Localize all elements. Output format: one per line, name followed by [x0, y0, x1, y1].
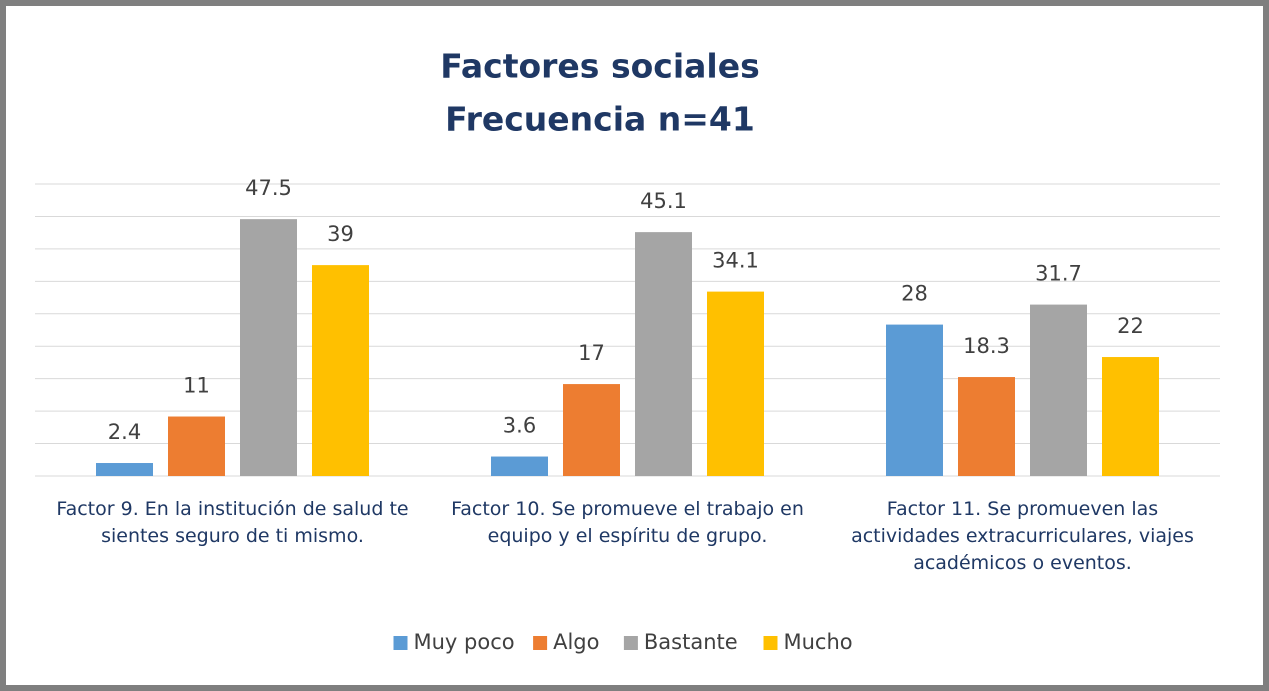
- bar: [707, 291, 764, 476]
- chart-title: Factores sociales: [440, 47, 759, 86]
- bar: [168, 416, 225, 476]
- legend-swatch: [763, 636, 778, 650]
- bar: [1030, 304, 1087, 476]
- bar: [563, 384, 620, 476]
- bar: [491, 456, 548, 476]
- bar: [886, 324, 943, 476]
- bar: [1102, 357, 1159, 476]
- bar: [958, 377, 1015, 476]
- legend-swatch: [393, 636, 408, 650]
- data-label: 18.3: [963, 334, 1010, 358]
- legend-label: Mucho: [784, 630, 853, 654]
- legend-swatch: [623, 636, 638, 650]
- data-label: 28: [901, 282, 928, 306]
- bar: [312, 265, 369, 476]
- x-tick-label: Factor 10. Se promueve el trabajo en equ…: [451, 498, 804, 547]
- data-label: 22: [1117, 314, 1144, 338]
- data-label: 17: [578, 341, 605, 365]
- chart-subtitle: Frecuencia n=41: [445, 100, 755, 139]
- data-label: 34.1: [712, 249, 759, 273]
- x-tick-label-box: Factor 9. En la institución de salud te …: [56, 498, 409, 547]
- data-label: 11: [183, 374, 210, 398]
- data-label: 3.6: [503, 414, 536, 438]
- x-tick-label: Factor 9. En la institución de salud te …: [56, 498, 409, 547]
- legend-label: Bastante: [644, 630, 738, 654]
- x-tick-label-box: Factor 10. Se promueve el trabajo en equ…: [451, 498, 804, 547]
- legend-label: Muy poco: [414, 630, 515, 654]
- bar: [635, 232, 692, 476]
- data-label: 31.7: [1035, 262, 1082, 286]
- legend-label: Algo: [553, 630, 599, 654]
- data-label: 47.5: [245, 176, 292, 200]
- bar: [240, 219, 297, 477]
- x-tick-label-box: Factor 11. Se promueven las actividades …: [851, 498, 1194, 574]
- data-label: 39: [327, 222, 354, 246]
- x-tick-label: Factor 11. Se promueven las actividades …: [851, 498, 1194, 574]
- data-label: 2.4: [108, 420, 141, 444]
- bar: [96, 463, 153, 476]
- legend-swatch: [533, 636, 548, 650]
- data-label: 45.1: [640, 189, 687, 213]
